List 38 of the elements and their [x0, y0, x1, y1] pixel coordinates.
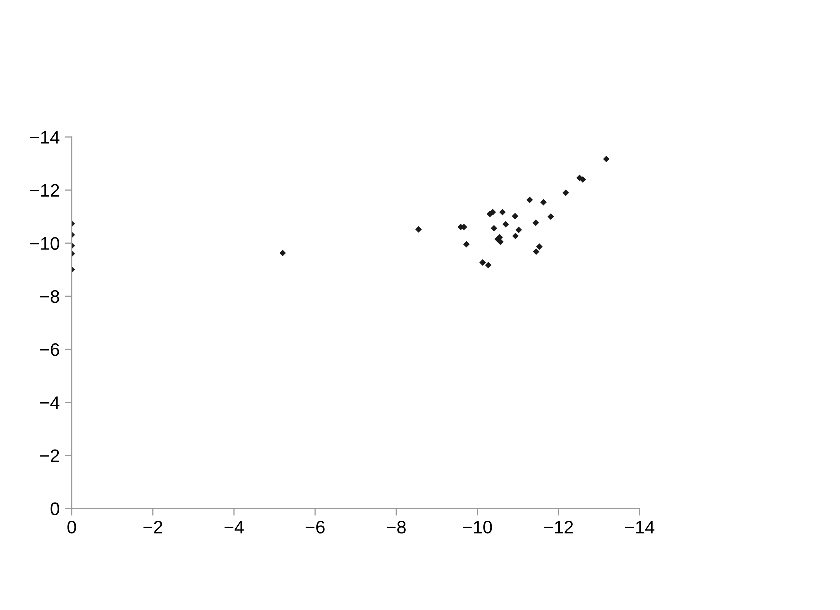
point — [499, 209, 506, 216]
y-tick-label: −4 — [40, 396, 60, 410]
point — [533, 248, 540, 256]
point — [416, 226, 422, 233]
point — [548, 214, 554, 220]
x-tick-label: −12 — [544, 521, 574, 534]
point — [497, 238, 504, 246]
y-tick-label: −8 — [40, 290, 60, 304]
x-tick-label: −8 — [387, 521, 406, 534]
x-tick-label: −10 — [463, 521, 492, 534]
point — [526, 196, 534, 204]
point — [490, 225, 498, 232]
x-tick-label: −2 — [144, 521, 162, 534]
point — [512, 232, 519, 240]
point — [480, 260, 486, 266]
x-tick-label: −6 — [306, 521, 325, 534]
y-tick-label: −10 — [30, 237, 60, 250]
point — [603, 156, 610, 163]
point — [536, 244, 543, 250]
point — [502, 221, 510, 228]
point — [490, 209, 496, 216]
x-tick-label: −14 — [625, 521, 655, 534]
point — [562, 190, 570, 196]
point — [463, 241, 470, 248]
x-tick-label: −4 — [224, 521, 244, 534]
x-tick-label: 0 — [68, 521, 76, 534]
y-tick-label: −6 — [40, 343, 60, 356]
point — [532, 220, 540, 226]
y-tick-label: −2 — [40, 450, 60, 462]
y-tick-label: −14 — [30, 131, 60, 144]
point — [280, 250, 286, 256]
point — [485, 262, 492, 269]
y-tick-label: 0 — [50, 502, 60, 516]
point — [580, 176, 586, 183]
point — [516, 226, 522, 234]
point — [512, 213, 519, 220]
point — [540, 199, 547, 206]
y-tick-label: −12 — [30, 184, 60, 197]
